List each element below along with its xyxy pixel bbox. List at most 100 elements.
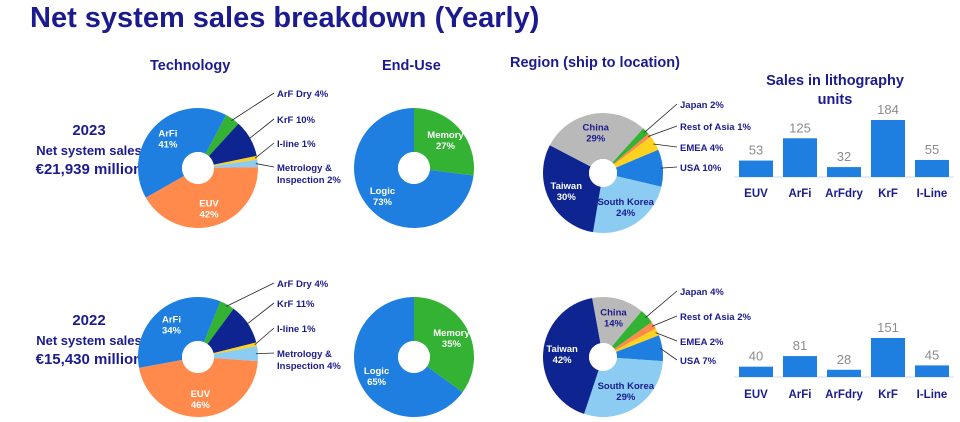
- 2023-technology-label2-metrology: Inspection 2%: [277, 175, 341, 186]
- 2022-technology-label-euv: EUV: [191, 389, 211, 400]
- 2022-region-leader-emea: [655, 332, 678, 342]
- 2022-litho-units-bar-euv: [739, 366, 773, 377]
- 2023-technology-leader-arf: [231, 92, 275, 121]
- 2022-technology-slice-krf: [207, 308, 257, 354]
- 2022-region-slice-rest: [614, 322, 656, 351]
- 2023-region-leader-rest: [647, 125, 678, 137]
- 2022-technology-label-arfi: ArFi: [162, 314, 181, 325]
- 2022-litho-units-value-arfdry: 28: [837, 352, 851, 367]
- 2022-region-label-japan: Japan 4%: [680, 287, 724, 298]
- 2023-technology-label-arf: ArF Dry 4%: [277, 89, 329, 100]
- 2023-litho-units-value-krf: 184: [877, 102, 899, 117]
- 2022-region-leader-japan: [645, 290, 678, 318]
- 2022-end-use-label-memory: Memory: [433, 328, 470, 339]
- 2022-technology-pct-euv: 46%: [191, 400, 211, 411]
- 2022-litho-units-category-krf: KrF: [878, 389, 898, 401]
- 2022-region-slice-taiwan: [543, 297, 601, 414]
- 2023-technology-leader-iline: [254, 142, 275, 159]
- 2022-technology-label-iline: I-line 1%: [277, 324, 316, 335]
- 2023-technology-slice-metrology: [213, 159, 258, 168]
- 2022-region-label-china: China: [600, 307, 627, 318]
- 2022-litho-units-bar-chart: 40 EUV 81 ArFi 28 ArFdry 151 KrF 45 I-Line: [734, 320, 954, 401]
- 2023-end-use-hole: [398, 152, 430, 184]
- header-technology: Technology: [150, 58, 231, 74]
- 2023-end-use-label-memory: Memory: [427, 130, 464, 141]
- 2023-region-label-usa: USA 10%: [680, 163, 722, 174]
- 2023-litho-units-value-arfi: 125: [789, 120, 811, 135]
- 2022-region-pct-south: 29%: [616, 392, 636, 403]
- 2023-end-use-slice-logic: [354, 108, 474, 228]
- 2023-region-slice-usa: [615, 149, 663, 187]
- net-sales-amount-2022: €15,430 million: [35, 351, 143, 368]
- 2022-technology-pie: ArF Dry 4% KrF 11% I-line 1% Metrology &Ins…: [138, 279, 341, 418]
- 2023-litho-units-category-arfi: ArFi: [789, 188, 812, 200]
- 2022-litho-units-value-euv: 40: [749, 349, 763, 364]
- 2023-region-label-rest: Rest of Asia 1%: [680, 122, 751, 133]
- 2023-litho-units-category-iline: I-Line: [917, 188, 948, 200]
- 2022-technology-label-metrology: Metrology &: [277, 349, 332, 360]
- 2022-litho-units-value-iline: 45: [925, 347, 939, 362]
- 2023-litho-units-bar-arfi: [783, 138, 817, 177]
- 2022-technology-slice-metrology: [213, 346, 258, 362]
- 2022-region-pct-china: 14%: [604, 318, 624, 329]
- 2022-litho-units-bar-arfi: [783, 356, 817, 377]
- 2022-technology-label-arf: ArF Dry 4%: [277, 279, 329, 290]
- 2022-technology-leader-krf: [245, 302, 275, 326]
- header-lithography-line1: Sales in lithography: [766, 73, 904, 89]
- net-sales-label-2023: Net system sales: [36, 143, 142, 158]
- 2023-end-use-pct-memory: 27%: [436, 141, 456, 152]
- 2022-region-slice-china: [592, 297, 642, 347]
- 2023-region-label-south: South Korea: [597, 197, 654, 208]
- 2023-litho-units-category-euv: EUV: [744, 188, 768, 200]
- 2022-litho-units-bar-krf: [871, 338, 905, 377]
- 2022-litho-units-category-iline: I-Line: [917, 389, 948, 401]
- 2023-technology-slice-euv: [145, 167, 258, 228]
- 2023-technology-label-iline: I-line 1%: [277, 139, 316, 150]
- 2022-technology-slice-euv: [138, 358, 258, 418]
- year-2023: 2023: [72, 122, 106, 139]
- 2023-region-slice-rest: [613, 133, 651, 165]
- 2022-litho-units-bar-arfdry: [827, 369, 861, 377]
- 2022-litho-units-category-euv: EUV: [744, 389, 768, 401]
- 2023-region-leader-usa: [660, 166, 678, 169]
- 2023-litho-units-bar-euv: [739, 160, 773, 177]
- 2023-region-pct-china: 29%: [586, 134, 606, 145]
- 2022-region-pie: Japan 4% Rest of Asia 2% EMEA 2% USA 7% Sout…: [543, 287, 751, 417]
- 2023-litho-units-category-arfdry: ArFdry: [825, 188, 863, 200]
- 2023-region-hole: [589, 159, 617, 187]
- 2023-technology-leader-krf: [248, 118, 275, 140]
- 2023-region-pct-taiwan: 30%: [557, 192, 577, 203]
- 2022-end-use-label-logic: Logic: [364, 366, 389, 377]
- 2022-region-label-emea: EMEA 2%: [680, 337, 724, 348]
- 2023-litho-units-value-arfdry: 32: [837, 149, 851, 164]
- 2023-litho-units-value-euv: 53: [749, 143, 763, 158]
- year-2022: 2022: [72, 312, 106, 329]
- year-block-2023: 2023 Net system sales €21,939 million: [14, 122, 164, 178]
- 2022-litho-units-bar-iline: [915, 365, 949, 377]
- 2022-technology-pct-arfi: 34%: [162, 325, 182, 336]
- 2023-region-pct-south: 24%: [616, 208, 636, 219]
- 2023-region-label-china: China: [583, 123, 610, 134]
- 2023-region-leader-japan: [644, 103, 678, 133]
- 2023-end-use-label-logic: Logic: [370, 186, 395, 197]
- 2023-technology-leader-metrology: [255, 163, 275, 168]
- 2023-litho-units-bar-krf: [871, 120, 905, 177]
- 2023-litho-units-bar-chart: 53 EUV 125 ArFi 32 ArFdry 184 KrF 55 I-Line: [734, 102, 954, 200]
- 2023-technology-label-krf: KrF 10%: [277, 115, 316, 126]
- 2023-region-pie: Japan 2% Rest of Asia 1% EMEA 4% USA 10% Sou…: [542, 100, 751, 233]
- 2023-region-slice-taiwan: [542, 145, 601, 233]
- 2023-technology-pct-euv: 42%: [200, 210, 220, 221]
- 2023-end-use-slice-memory: [414, 108, 474, 176]
- 2023-technology-label-metrology: Metrology &: [277, 163, 332, 174]
- 2022-end-use-pct-memory: 35%: [442, 339, 462, 350]
- 2022-region-label-usa: USA 7%: [680, 356, 717, 367]
- 2023-region-slice-china: [549, 112, 644, 167]
- header-lithography-units: Sales in lithography units: [745, 72, 925, 110]
- net-sales-amount-2023: €21,939 million: [35, 161, 143, 178]
- 2022-technology-slice-arfi: [138, 297, 221, 368]
- 2022-litho-units-category-arfdry: ArFdry: [825, 389, 863, 401]
- 2023-litho-units-category-krf: KrF: [878, 188, 898, 200]
